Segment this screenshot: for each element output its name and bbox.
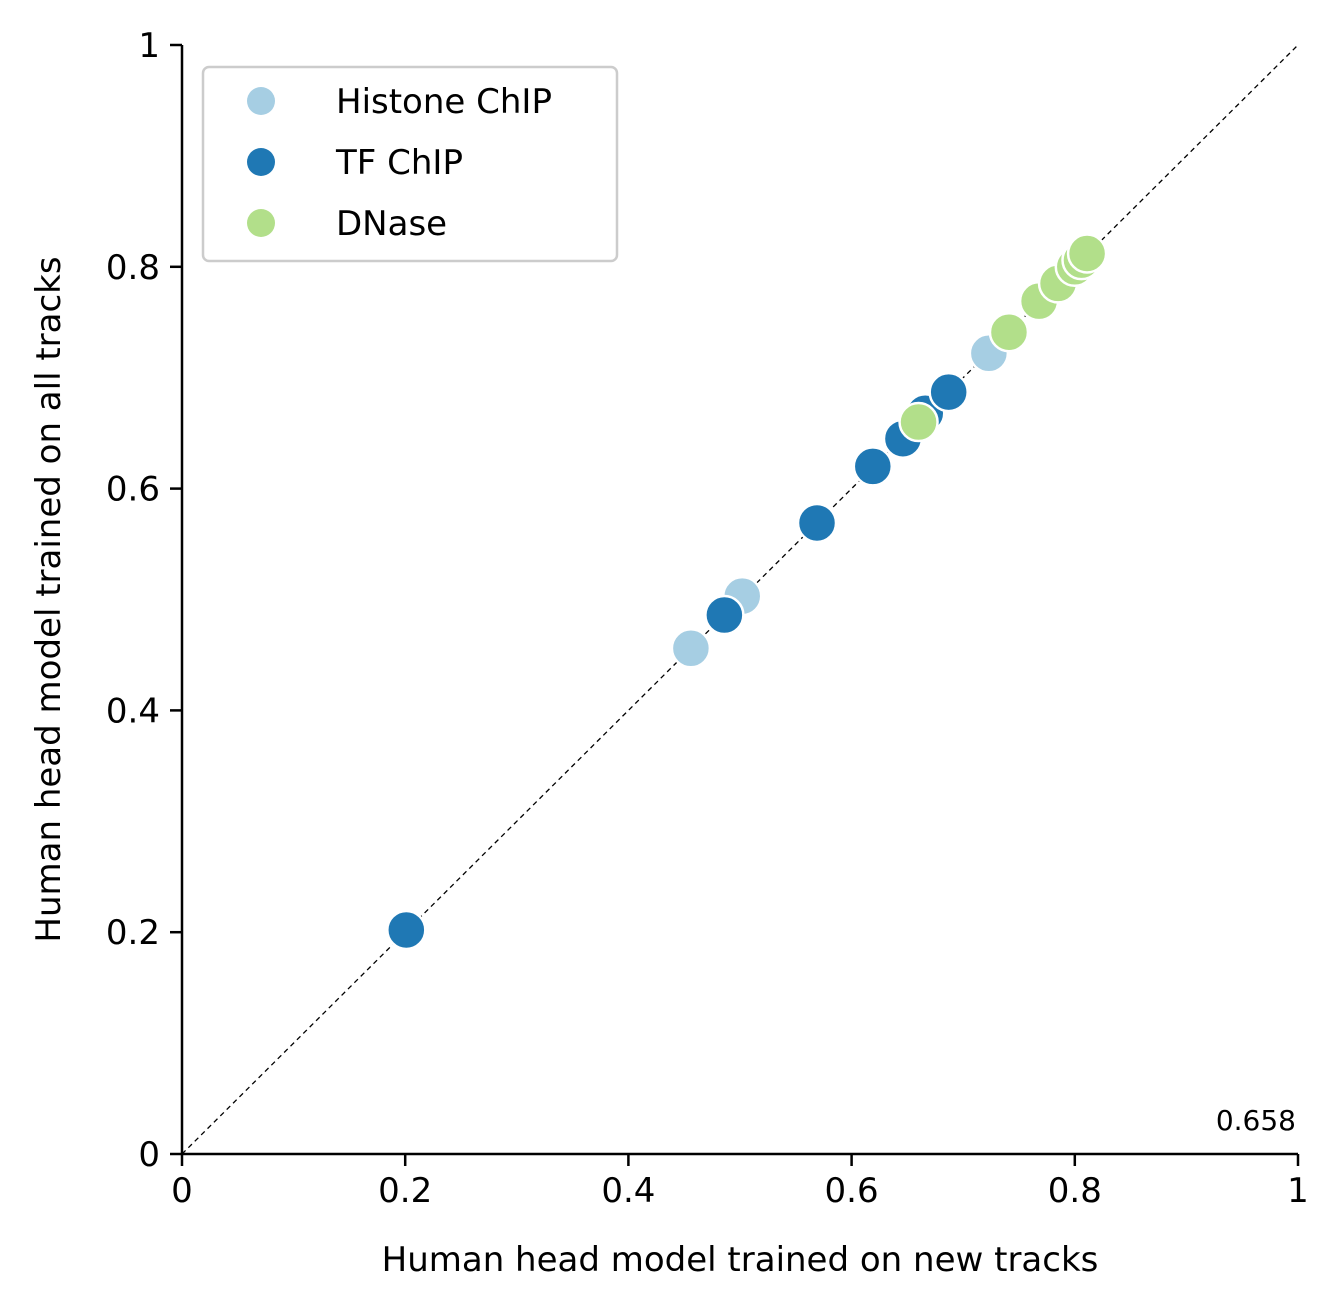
data-point-1-0 xyxy=(386,909,427,951)
y-tick-label: 0.6 xyxy=(106,470,160,510)
x-tick-label: 0.8 xyxy=(1048,1171,1102,1211)
y-tick-label: 1 xyxy=(138,26,160,66)
legend-marker xyxy=(247,87,275,115)
y-tick-label: 0.4 xyxy=(106,691,160,731)
data-point-0-0 xyxy=(670,628,712,669)
x-axis-ticks: 0 0.2 0.4 0.6 0.8 1 xyxy=(171,1154,1309,1211)
plot-area xyxy=(181,44,1299,1155)
corner-annotation: 0.658 xyxy=(1216,1104,1296,1137)
y-axis-label: Human head model trained on all tracks xyxy=(29,256,69,942)
y-tick-label: 0.2 xyxy=(106,913,160,953)
legend-label: Histone ChIP xyxy=(336,82,552,122)
x-tick-label: 0 xyxy=(171,1171,193,1211)
x-tick-label: 1 xyxy=(1287,1171,1309,1211)
axes: 0 0.2 0.4 0.6 0.8 1 0 0.2 0.4 0.6 0.8 1 Human head… xyxy=(29,26,1309,1280)
x-tick-label: 0.2 xyxy=(378,1171,432,1211)
y-tick-label: 0.8 xyxy=(106,248,160,288)
data-point-1-6 xyxy=(928,371,969,413)
legend-entry-2: DNase xyxy=(247,204,447,244)
y-axis-ticks: 0 0.2 0.4 0.6 0.8 1 xyxy=(106,26,182,1175)
legend-entry-0: Histone ChIP xyxy=(247,82,552,122)
data-point-2-6 xyxy=(1066,233,1108,274)
legend: Histone ChIP TF ChIP DNase xyxy=(201,65,619,263)
legend-label: TF ChIP xyxy=(335,143,463,183)
legend-entry-1: TF ChIP xyxy=(247,143,463,183)
x-axis-label: Human head model trained on new tracks xyxy=(382,1240,1099,1280)
y-tick-label: 0 xyxy=(138,1135,160,1175)
legend-marker xyxy=(247,209,275,237)
data-point-1-2 xyxy=(796,502,838,544)
legend-label: DNase xyxy=(336,204,447,244)
legend-marker xyxy=(247,148,275,176)
data-point-1-1 xyxy=(704,594,745,636)
series-2 xyxy=(898,233,1108,443)
x-tick-label: 0.6 xyxy=(825,1171,879,1211)
data-point-1-3 xyxy=(852,446,894,487)
x-tick-label: 0.4 xyxy=(601,1171,655,1211)
data-point-2-0 xyxy=(898,401,939,443)
legend-frame xyxy=(201,65,619,263)
data-point-2-1 xyxy=(988,311,1030,353)
